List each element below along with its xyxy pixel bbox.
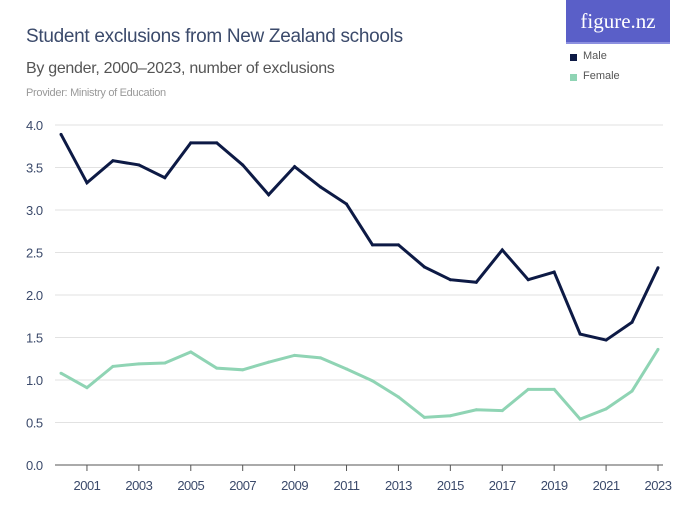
y-tick-label: 0.5 <box>26 416 43 431</box>
data-point-female[interactable] <box>526 387 530 391</box>
data-point-female[interactable] <box>189 350 193 354</box>
x-tick-label: 2013 <box>385 478 412 493</box>
legend-item-male: Male <box>570 46 620 66</box>
data-point-male[interactable] <box>552 270 556 274</box>
data-point-male[interactable] <box>578 332 582 336</box>
x-tick-label: 2023 <box>645 478 672 493</box>
data-point-male[interactable] <box>422 265 426 269</box>
series-line-female[interactable] <box>60 348 660 421</box>
legend-swatch-male <box>570 54 577 61</box>
data-point-female[interactable] <box>474 408 478 412</box>
data-point-female[interactable] <box>267 360 271 364</box>
data-point-male[interactable] <box>630 320 634 324</box>
data-point-male[interactable] <box>656 266 660 270</box>
data-point-male[interactable] <box>500 248 504 252</box>
data-point-male[interactable] <box>189 141 193 145</box>
x-tick-label: 2021 <box>593 478 620 493</box>
x-tick-label: 2003 <box>125 478 152 493</box>
data-point-male[interactable] <box>267 193 271 197</box>
legend: Male Female <box>570 46 620 86</box>
x-tick-label: 2001 <box>73 478 100 493</box>
legend-swatch-female <box>570 74 577 81</box>
data-point-male[interactable] <box>319 185 323 189</box>
data-point-male[interactable] <box>526 278 530 282</box>
chart-subtitle: By gender, 2000–2023, number of exclusio… <box>26 60 335 77</box>
data-point-female[interactable] <box>578 417 582 421</box>
legend-item-female: Female <box>570 66 620 86</box>
data-point-male[interactable] <box>59 132 63 136</box>
series-line-male[interactable] <box>59 133 660 342</box>
data-point-female[interactable] <box>656 347 660 351</box>
data-point-male[interactable] <box>370 243 374 247</box>
data-point-female[interactable] <box>137 362 141 366</box>
x-tick-label: 2007 <box>229 478 256 493</box>
data-point-male[interactable] <box>474 280 478 284</box>
data-point-female[interactable] <box>111 364 115 368</box>
y-tick-label: 4.0 <box>26 118 43 133</box>
data-point-male[interactable] <box>396 243 400 247</box>
data-point-male[interactable] <box>604 338 608 342</box>
y-tick-label: 1.5 <box>26 331 43 346</box>
x-tick-label: 2019 <box>541 478 568 493</box>
data-point-female[interactable] <box>604 407 608 411</box>
y-tick-label: 1.0 <box>26 373 43 388</box>
legend-label-male: Male <box>583 50 607 62</box>
figure-nz-logo[interactable]: figure.nz <box>566 0 670 44</box>
data-point-male[interactable] <box>85 181 89 185</box>
data-point-female[interactable] <box>241 368 245 372</box>
x-tick-label: 2015 <box>437 478 464 493</box>
data-point-male[interactable] <box>111 159 115 163</box>
data-point-female[interactable] <box>85 386 89 390</box>
data-point-female[interactable] <box>163 361 167 365</box>
data-point-female[interactable] <box>552 387 556 391</box>
y-tick-label: 3.5 <box>26 161 43 176</box>
chart-title: Student exclusions from New Zealand scho… <box>26 26 403 47</box>
x-tick-label: 2011 <box>334 478 360 493</box>
x-tick-label: 2009 <box>281 478 308 493</box>
data-point-male[interactable] <box>163 176 167 180</box>
data-point-female[interactable] <box>59 371 63 375</box>
data-point-male[interactable] <box>241 163 245 167</box>
data-point-female[interactable] <box>345 367 349 371</box>
data-point-female[interactable] <box>215 366 219 370</box>
y-tick-label: 3.0 <box>26 203 43 218</box>
legend-label-female: Female <box>583 70 620 82</box>
data-point-male[interactable] <box>137 163 141 167</box>
y-tick-label: 2.5 <box>26 246 43 261</box>
data-point-female[interactable] <box>500 409 504 413</box>
provider-text: Provider: Ministry of Education <box>26 87 166 99</box>
data-point-female[interactable] <box>422 415 426 419</box>
data-point-male[interactable] <box>293 165 297 169</box>
y-tick-label: 0.0 <box>26 458 43 473</box>
data-point-male[interactable] <box>215 141 219 145</box>
data-point-female[interactable] <box>293 353 297 357</box>
data-point-female[interactable] <box>319 356 323 360</box>
data-point-male[interactable] <box>345 202 349 206</box>
x-tick-label: 2017 <box>489 478 516 493</box>
data-point-female[interactable] <box>370 379 374 383</box>
data-point-male[interactable] <box>448 278 452 282</box>
data-point-female[interactable] <box>630 389 634 393</box>
data-point-female[interactable] <box>396 395 400 399</box>
data-point-female[interactable] <box>448 414 452 418</box>
x-tick-label: 2005 <box>177 478 204 493</box>
y-tick-label: 2.0 <box>26 288 43 303</box>
